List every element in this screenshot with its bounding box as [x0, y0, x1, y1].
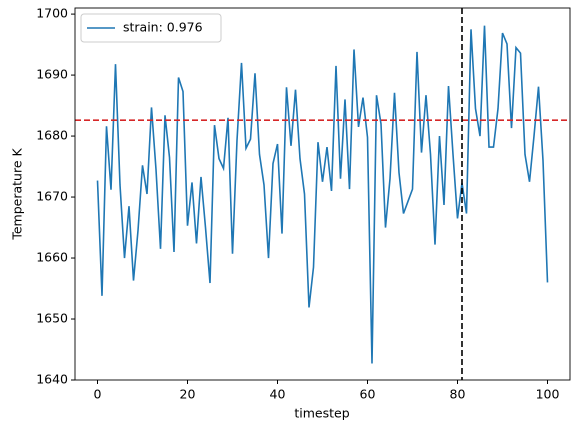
x-axis-label: timestep — [294, 406, 349, 421]
y-tick-label: 1690 — [36, 67, 68, 82]
line-series — [96, 25, 549, 364]
y-axis-label: Temperature K — [10, 148, 25, 241]
x-tick-label: 0 — [94, 387, 102, 402]
y-tick-label: 1700 — [36, 6, 68, 21]
y-tick-label: 1680 — [36, 128, 68, 143]
x-tick-label: 80 — [450, 387, 466, 402]
legend-label: strain: 0.976 — [123, 20, 203, 35]
y-tick-label: 1670 — [36, 189, 68, 204]
x-tick-label: 60 — [360, 387, 376, 402]
legend-box — [80, 13, 222, 43]
y-tick-label: 1660 — [36, 250, 68, 265]
x-tick-label: 40 — [270, 387, 286, 402]
y-tick-label: 1650 — [36, 311, 68, 326]
x-tick-label: 20 — [180, 387, 196, 402]
y-tick-label: 1640 — [36, 372, 68, 387]
plot-frame — [74, 7, 571, 381]
x-tick-label: 100 — [536, 387, 560, 402]
